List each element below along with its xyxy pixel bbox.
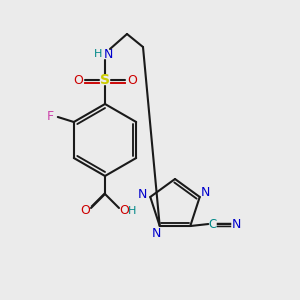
Text: O: O	[119, 205, 129, 218]
Text: O: O	[80, 205, 90, 218]
Text: N: N	[103, 47, 113, 61]
Text: F: F	[46, 110, 53, 122]
Text: O: O	[73, 74, 83, 86]
Text: O: O	[127, 74, 137, 86]
Text: N: N	[138, 188, 147, 202]
Text: N: N	[201, 187, 210, 200]
Text: N: N	[232, 218, 241, 230]
Text: S: S	[100, 73, 110, 87]
Text: H: H	[94, 49, 102, 59]
Text: N: N	[152, 226, 161, 239]
Text: H: H	[128, 206, 136, 216]
Text: C: C	[208, 218, 216, 230]
